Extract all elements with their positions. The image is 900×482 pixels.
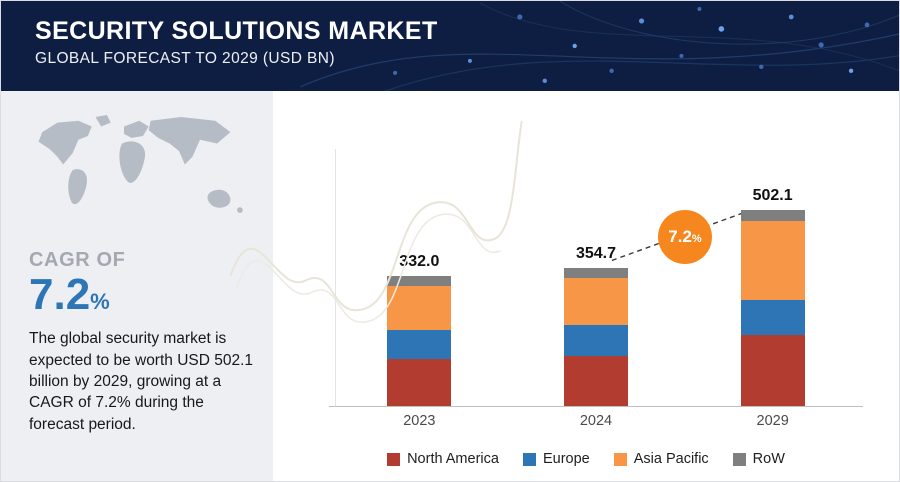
cagr-number: 7.2 [29,270,91,319]
bar-segment-north-america [563,356,628,406]
bar-total-label-2029: 502.1 [752,187,793,205]
legend-item-row: RoW [732,451,785,467]
growth-rate-percent-sign: % [691,232,702,245]
page-title: SECURITY SOLUTIONS MARKET [35,17,438,45]
bar-segment-north-america [740,335,805,406]
bar-segment-europe [387,329,452,360]
bar-segment-asia-pacific [387,286,452,330]
sidebar-summary-panel: CAGR OF 7.2% The global security market … [1,91,273,481]
x-axis-line [329,406,863,407]
bar-segment-asia-pacific [740,220,805,300]
bar-group-2024: 354.7 [563,244,628,406]
cagr-percent-sign: % [90,289,110,314]
x-axis-label-2023: 2023 [403,413,436,429]
x-axis-labels: 2023 2024 2029 [331,413,861,429]
bar-group-2029: 502.1 [740,187,805,406]
legend-swatch-north-america [387,452,401,466]
legend-label-north-america: North America [407,451,499,467]
forecast-description: The global security market is expected t… [29,330,254,433]
legend-label-europe: Europe [542,451,590,467]
legend-item-north-america: North America [387,451,499,467]
bar-total-label-2024: 354.7 [575,244,616,262]
bar-stack-2023 [387,276,452,406]
bar-segment-asia-pacific [563,278,628,325]
cagr-label: CAGR OF [29,249,126,271]
legend-swatch-asia-pacific [613,452,627,466]
bar-group-2023: 332.0 [387,253,452,406]
bar-segment-north-america [387,359,452,406]
legend-swatch-row [732,452,746,466]
growth-rate-value: 7.2 [668,227,692,246]
legend-swatch-europe [522,452,536,466]
bar-segment-europe [563,324,628,357]
bar-stack-2024 [563,267,628,406]
chart-panel: 332.0 354.7 502.1 2023 2024 2029 7.2 % North… [273,91,899,481]
bars-row: 332.0 354.7 502.1 [331,91,861,406]
header-banner: SECURITY SOLUTIONS MARKET GLOBAL FORECAS… [1,1,899,91]
bar-segment-row [740,210,805,221]
bar-segment-row [387,276,452,287]
cagr-value: 7.2% [29,270,253,319]
x-axis-label-2029: 2029 [756,413,789,429]
bar-segment-europe [740,299,805,336]
content-area: CAGR OF 7.2% The global security market … [1,91,899,481]
legend-label-asia-pacific: Asia Pacific [633,451,709,467]
bar-stack-2029 [740,210,805,406]
legend-item-europe: Europe [522,451,590,467]
bar-total-label-2023: 332.0 [399,253,440,271]
x-axis-label-2024: 2024 [579,413,613,429]
page-subtitle: GLOBAL FORECAST TO 2029 (USD BN) [35,50,335,67]
bar-segment-row [563,267,628,279]
legend-label-row: RoW [752,451,785,467]
world-map-icon [29,107,257,239]
growth-rate-badge: 7.2 % [658,210,712,264]
chart-legend: North America Europe Asia Pacific RoW [273,451,899,467]
legend-item-asia-pacific: Asia Pacific [613,451,709,467]
